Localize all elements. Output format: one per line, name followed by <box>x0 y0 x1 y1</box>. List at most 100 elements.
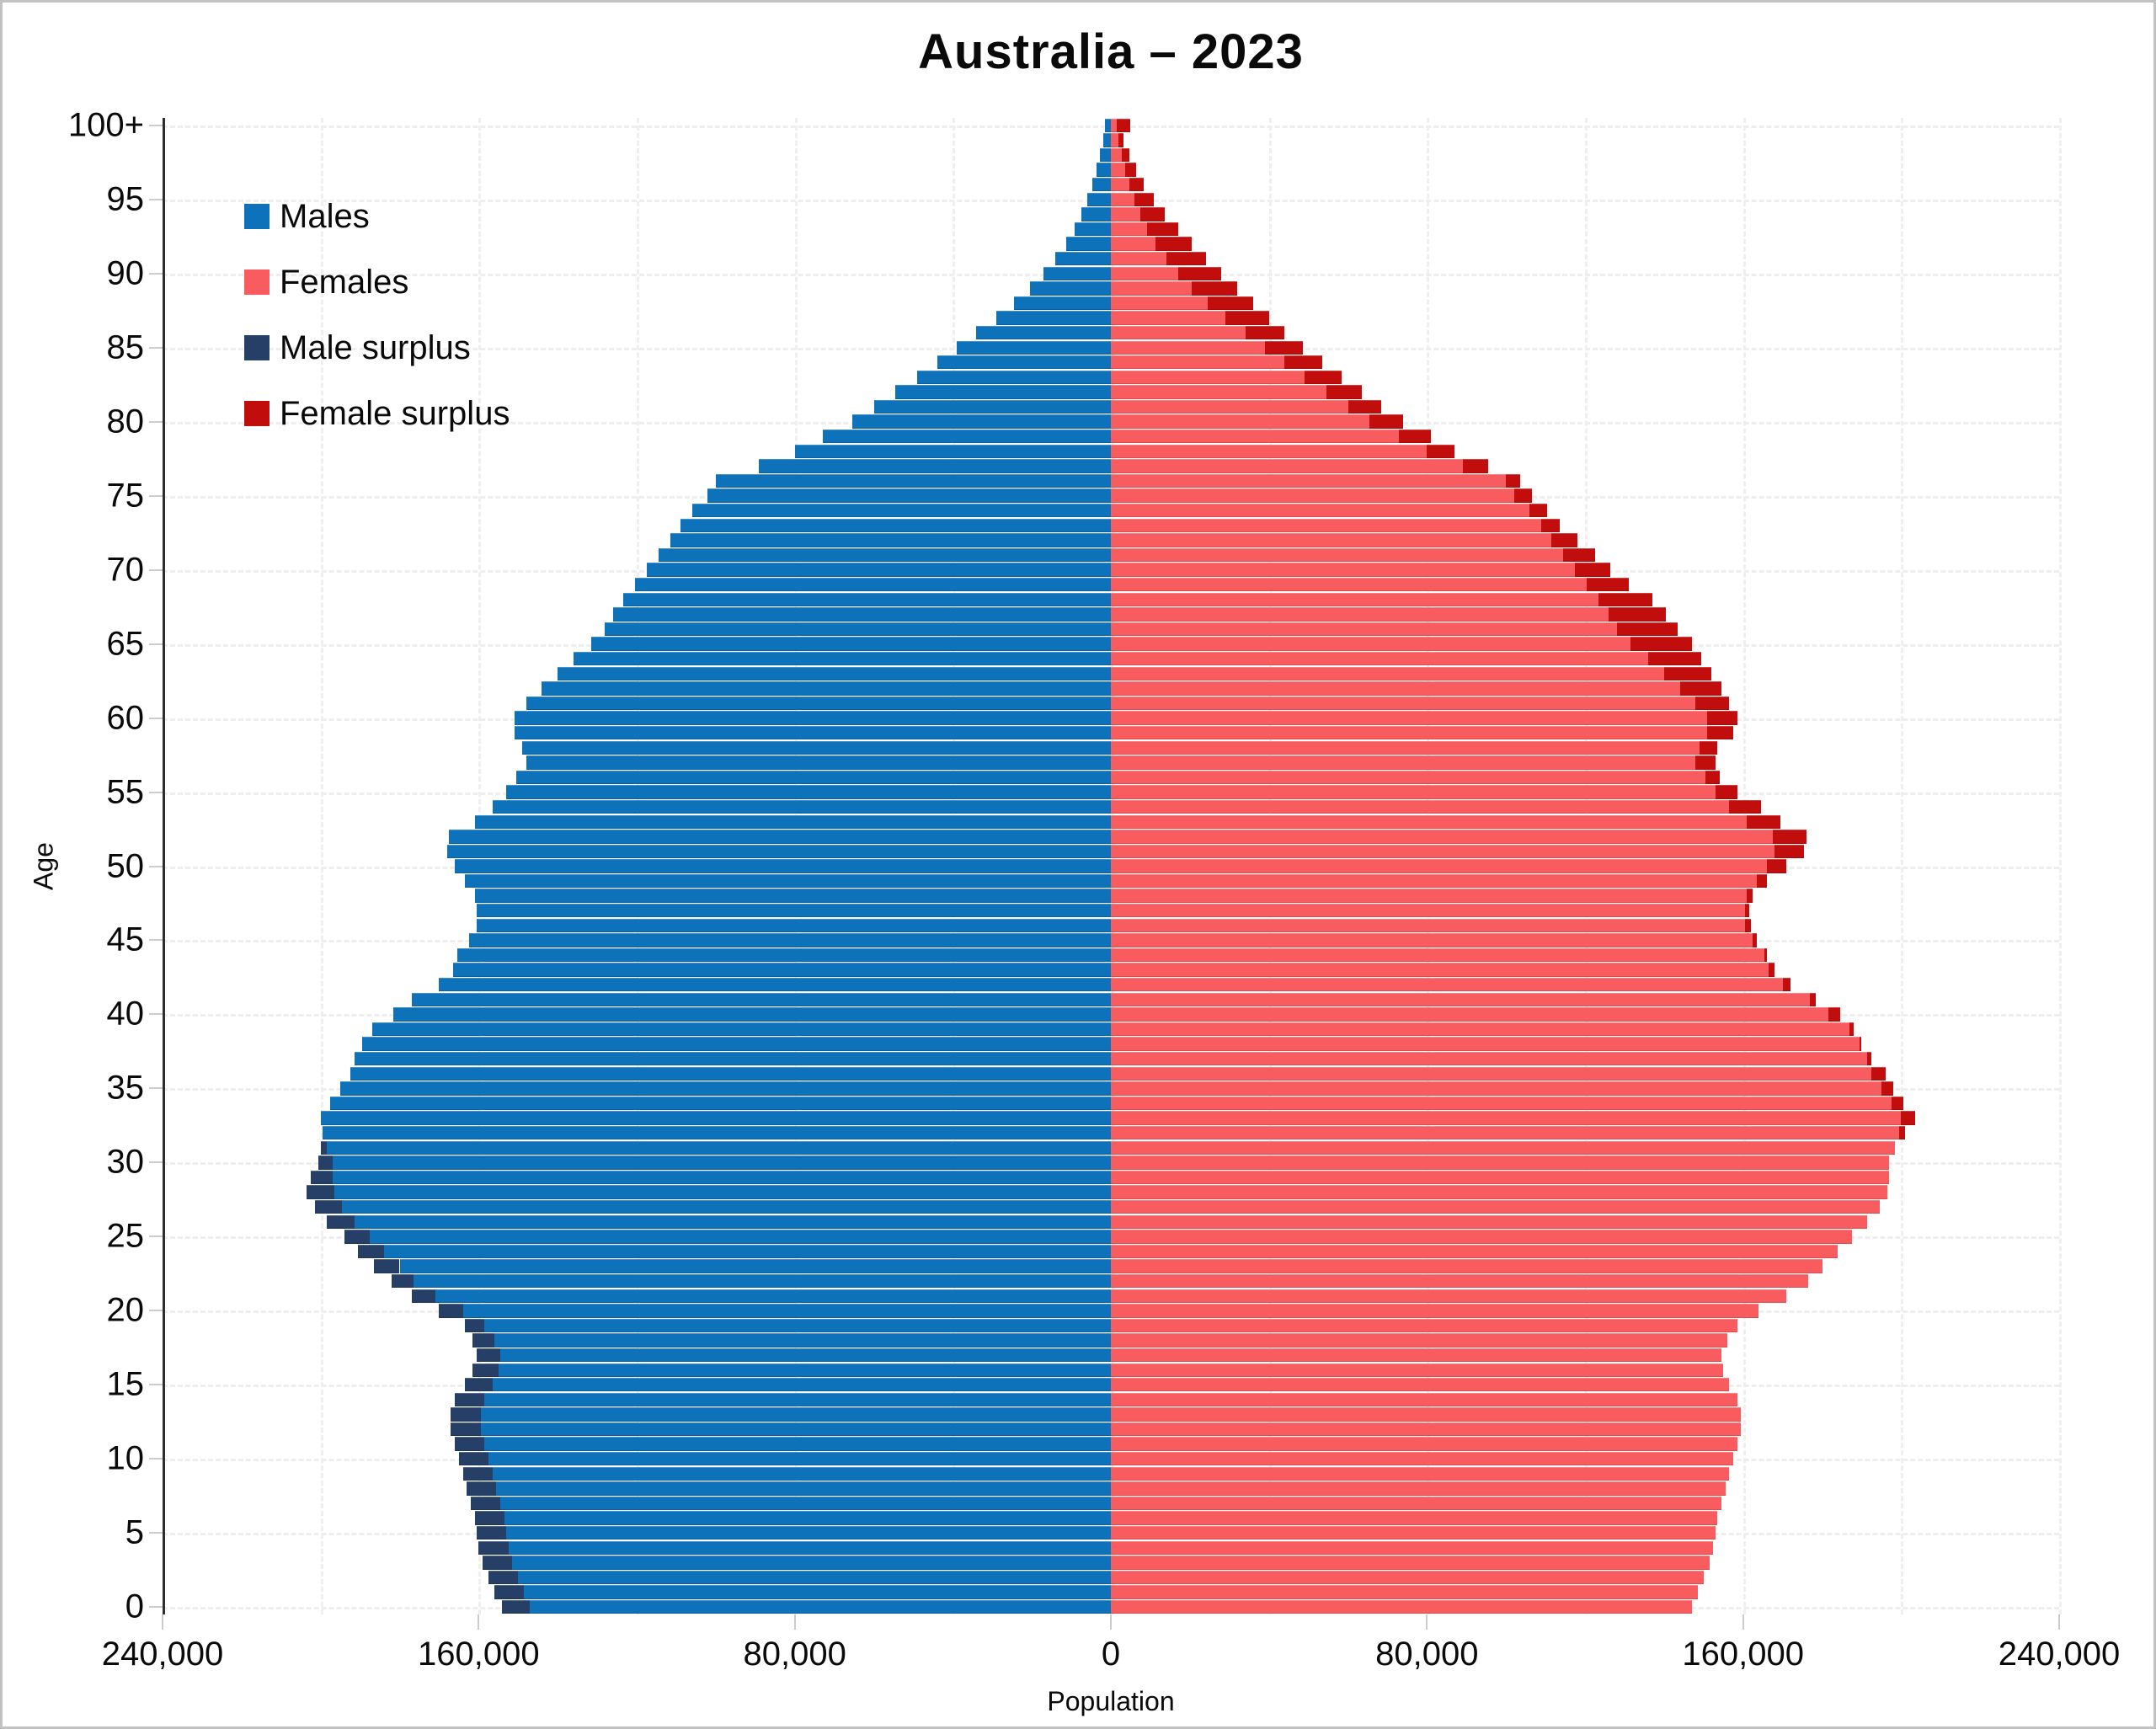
female-surplus-bar-age-40[interactable] <box>1828 1007 1840 1022</box>
female-surplus-bar-age-49[interactable] <box>1757 873 1767 889</box>
male-bar-age-40[interactable] <box>393 1007 1111 1022</box>
male-bar-age-34[interactable] <box>330 1096 1111 1111</box>
female-surplus-bar-age-51[interactable] <box>1774 844 1805 859</box>
female-surplus-bar-age-90[interactable] <box>1177 266 1222 280</box>
female-bar-age-43[interactable] <box>1111 963 1769 977</box>
male-bar-age-99[interactable] <box>1103 133 1111 147</box>
male-surplus-bar-age-12[interactable] <box>451 1422 481 1437</box>
female-surplus-bar-age-80[interactable] <box>1369 414 1404 429</box>
legend-item-male-surplus[interactable]: Male surplus <box>244 315 510 381</box>
male-bar-age-44[interactable] <box>456 947 1111 963</box>
female-surplus-bar-age-59[interactable] <box>1707 725 1733 740</box>
male-bar-age-81[interactable] <box>873 399 1111 414</box>
female-bar-age-45[interactable] <box>1111 933 1753 947</box>
female-bar-age-16[interactable] <box>1111 1363 1724 1377</box>
male-bar-age-56[interactable] <box>515 770 1111 785</box>
female-bar-age-38[interactable] <box>1111 1037 1860 1051</box>
male-bar-age-80[interactable] <box>851 414 1111 429</box>
female-bar-age-66[interactable] <box>1111 622 1617 637</box>
male-bar-age-92[interactable] <box>1065 237 1111 251</box>
female-surplus-bar-age-52[interactable] <box>1772 830 1806 844</box>
female-bar-age-3[interactable] <box>1111 1556 1710 1570</box>
male-surplus-bar-age-19[interactable] <box>464 1318 485 1333</box>
female-bar-age-48[interactable] <box>1111 889 1748 903</box>
female-bar-age-61[interactable] <box>1111 696 1696 711</box>
female-bar-age-74[interactable] <box>1111 504 1530 518</box>
male-bar-age-77[interactable] <box>759 459 1111 473</box>
male-bar-age-73[interactable] <box>680 518 1111 533</box>
female-surplus-bar-age-73[interactable] <box>1541 518 1560 533</box>
male-bar-age-74[interactable] <box>691 504 1111 518</box>
female-bar-age-65[interactable] <box>1111 637 1630 651</box>
female-surplus-bar-age-44[interactable] <box>1764 947 1767 963</box>
male-bar-age-83[interactable] <box>917 370 1111 385</box>
male-surplus-bar-age-23[interactable] <box>374 1259 400 1273</box>
male-bar-age-57[interactable] <box>526 755 1111 770</box>
female-bar-age-26[interactable] <box>1111 1214 1868 1229</box>
female-surplus-bar-age-67[interactable] <box>1609 607 1667 622</box>
female-surplus-bar-age-64[interactable] <box>1648 651 1702 666</box>
male-bar-age-3[interactable] <box>512 1556 1111 1570</box>
female-bar-age-80[interactable] <box>1111 414 1370 429</box>
female-bar-age-99[interactable] <box>1111 133 1118 147</box>
male-bar-age-50[interactable] <box>455 859 1111 873</box>
male-surplus-bar-age-5[interactable] <box>476 1526 507 1540</box>
legend-item-females[interactable]: Females <box>244 249 510 315</box>
male-bar-age-86[interactable] <box>976 325 1111 340</box>
male-bar-age-13[interactable] <box>480 1407 1111 1422</box>
female-surplus-bar-age-89[interactable] <box>1192 281 1238 296</box>
female-bar-age-94[interactable] <box>1111 207 1140 221</box>
female-bar-age-46[interactable] <box>1111 918 1745 933</box>
male-bar-age-47[interactable] <box>476 904 1111 918</box>
male-bar-age-95[interactable] <box>1087 192 1111 206</box>
female-surplus-bar-age-61[interactable] <box>1695 696 1730 711</box>
male-bar-age-4[interactable] <box>508 1540 1111 1556</box>
female-surplus-bar-age-84[interactable] <box>1284 355 1322 370</box>
male-bar-age-24[interactable] <box>383 1244 1111 1259</box>
female-bar-age-29[interactable] <box>1111 1170 1890 1185</box>
male-bar-age-21[interactable] <box>435 1289 1111 1303</box>
female-surplus-bar-age-39[interactable] <box>1849 1022 1854 1037</box>
male-bar-age-69[interactable] <box>634 578 1111 592</box>
female-bar-age-79[interactable] <box>1111 430 1400 444</box>
female-bar-age-1[interactable] <box>1111 1585 1698 1599</box>
male-bar-age-67[interactable] <box>612 607 1111 622</box>
female-surplus-bar-age-83[interactable] <box>1304 370 1342 385</box>
male-bar-age-89[interactable] <box>1029 281 1111 296</box>
female-surplus-bar-age-70[interactable] <box>1575 563 1611 577</box>
male-bar-age-15[interactable] <box>492 1378 1111 1392</box>
female-bar-age-44[interactable] <box>1111 947 1765 963</box>
female-surplus-bar-age-100[interactable] <box>1116 118 1131 132</box>
male-surplus-bar-age-11[interactable] <box>455 1437 485 1451</box>
male-bar-age-16[interactable] <box>498 1363 1111 1377</box>
male-bar-age-71[interactable] <box>658 547 1111 563</box>
female-bar-age-52[interactable] <box>1111 830 1773 844</box>
female-bar-age-68[interactable] <box>1111 592 1599 606</box>
female-surplus-bar-age-66[interactable] <box>1616 622 1678 637</box>
male-bar-age-20[interactable] <box>462 1304 1111 1318</box>
female-surplus-bar-age-32[interactable] <box>1898 1125 1906 1140</box>
female-surplus-bar-age-65[interactable] <box>1630 637 1692 651</box>
male-bar-age-72[interactable] <box>670 533 1111 547</box>
male-bar-age-14[interactable] <box>484 1392 1111 1407</box>
female-surplus-bar-age-88[interactable] <box>1207 296 1253 311</box>
male-bar-age-41[interactable] <box>411 992 1111 1007</box>
female-bar-age-14[interactable] <box>1111 1392 1737 1407</box>
female-bar-age-75[interactable] <box>1111 488 1514 503</box>
female-bar-age-40[interactable] <box>1111 1007 1828 1022</box>
male-bar-age-59[interactable] <box>514 725 1111 740</box>
male-bar-age-96[interactable] <box>1091 177 1111 192</box>
female-surplus-bar-age-78[interactable] <box>1427 444 1455 459</box>
female-bar-age-7[interactable] <box>1111 1496 1721 1511</box>
male-bar-age-65[interactable] <box>591 637 1111 651</box>
male-bar-age-75[interactable] <box>707 488 1111 503</box>
female-surplus-bar-age-87[interactable] <box>1225 311 1269 325</box>
male-bar-age-54[interactable] <box>492 799 1111 814</box>
female-bar-age-69[interactable] <box>1111 578 1588 592</box>
female-bar-age-2[interactable] <box>1111 1570 1704 1585</box>
male-bar-age-94[interactable] <box>1081 207 1111 221</box>
male-surplus-bar-age-31[interactable] <box>320 1140 327 1155</box>
female-surplus-bar-age-45[interactable] <box>1753 933 1758 947</box>
female-surplus-bar-age-75[interactable] <box>1513 488 1532 503</box>
male-surplus-bar-age-30[interactable] <box>318 1155 333 1170</box>
